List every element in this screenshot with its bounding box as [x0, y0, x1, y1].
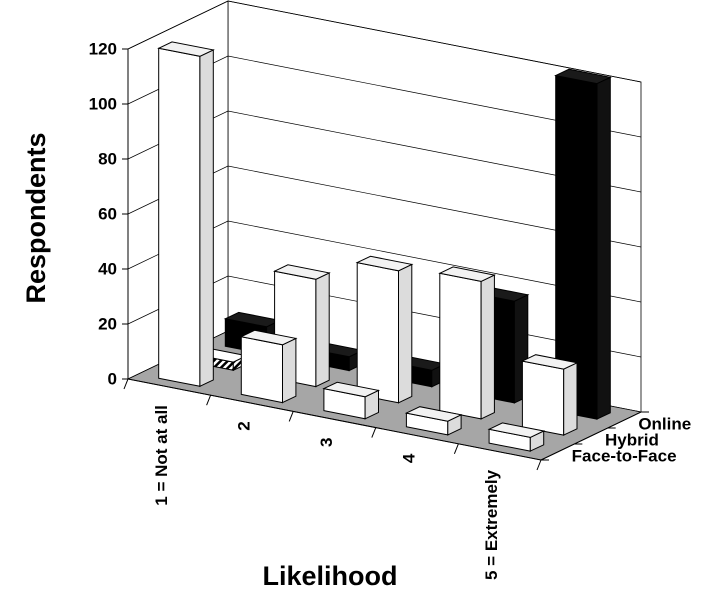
depth-tick-label: Face-to-Face: [572, 447, 677, 466]
x-tick-label: 1 = Not at all: [152, 405, 171, 506]
bar-front: [522, 361, 563, 435]
bar-side: [481, 275, 494, 419]
x-tick-mark: [124, 379, 128, 389]
bar: [357, 256, 412, 403]
x-tick-mark: [207, 395, 211, 405]
bar: [522, 355, 577, 435]
bar-side: [399, 264, 412, 402]
y-axis-title: Respondents: [21, 132, 51, 303]
bar-front: [159, 48, 200, 386]
bar-side: [283, 338, 296, 402]
bar: [159, 42, 214, 386]
x-tick-label: 3: [317, 438, 336, 447]
y-tick-label: 120: [89, 40, 117, 59]
x-tick-mark: [537, 460, 541, 470]
y-tick-label: 0: [108, 370, 117, 389]
x-tick-label: 4: [400, 453, 419, 463]
bar-front: [357, 263, 398, 403]
y-tick-label: 20: [98, 315, 117, 334]
x-tick-mark: [454, 444, 458, 454]
x-tick-mark: [289, 411, 293, 421]
bar-side: [564, 363, 577, 435]
y-tick-label: 40: [98, 260, 117, 279]
bar-front: [241, 337, 282, 403]
bar-front: [440, 273, 481, 419]
x-tick-label: 5 = Extremely: [482, 469, 501, 580]
y-tick-label: 100: [89, 95, 117, 114]
bar-side: [316, 273, 329, 387]
x-tick-label: 2: [234, 421, 253, 430]
x-axis-title: Likelihood: [263, 561, 398, 590]
bar: [440, 267, 495, 419]
bar: [241, 330, 296, 402]
x-tick-mark: [372, 428, 376, 438]
y-tick-label: 60: [98, 205, 117, 224]
bar-side: [200, 50, 213, 386]
bar-side: [597, 77, 610, 419]
y-tick-labels: 0 20 40 60 80 100 120: [89, 40, 117, 389]
y-tick-label: 80: [98, 150, 117, 169]
